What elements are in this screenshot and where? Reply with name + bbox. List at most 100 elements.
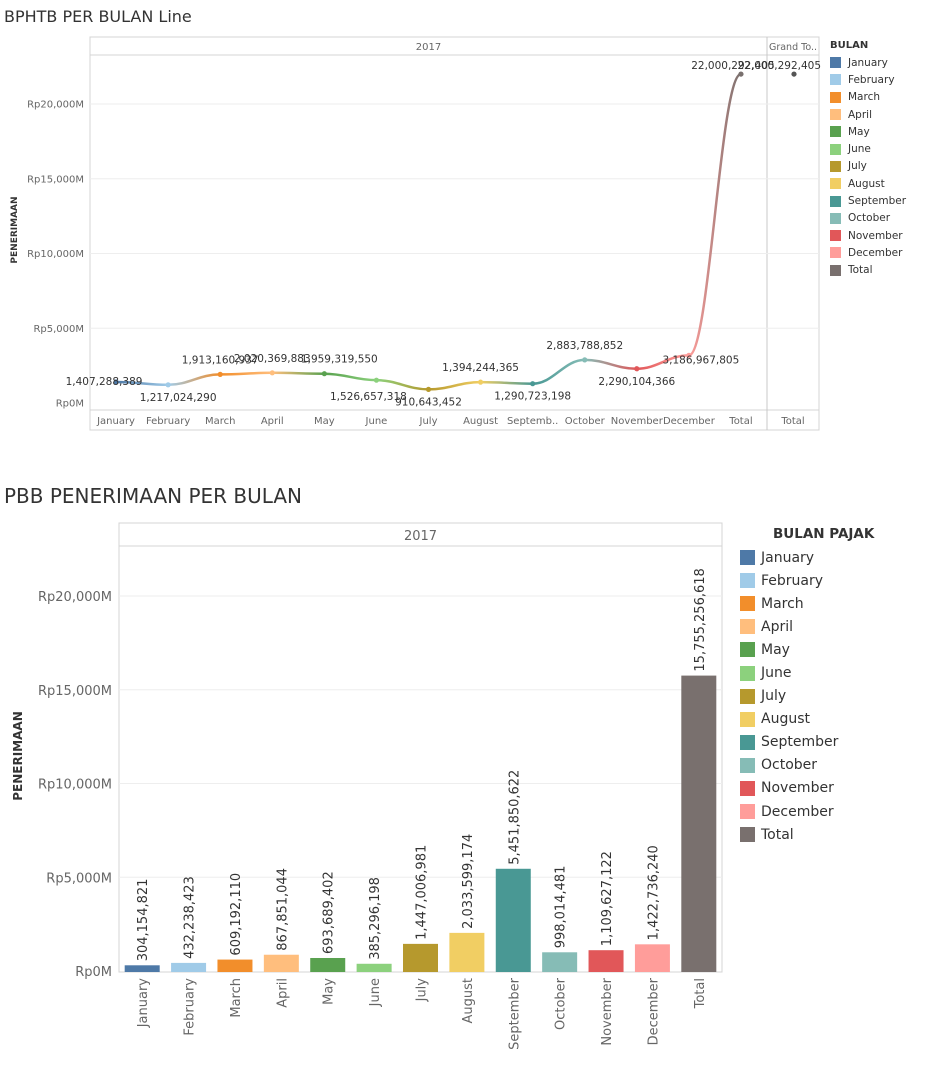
legend-item[interactable]: February [740,569,874,592]
data-point [738,71,744,77]
y-tick-label: Rp10,000M [38,778,112,793]
y-tick-label: Rp0M [56,399,84,410]
legend-swatch [830,264,841,276]
header-year: 2017 [404,529,437,544]
chart2-title: PBB PENERIMAAN PER BULAN [4,484,302,508]
legend-item[interactable]: November [830,227,906,244]
bar [310,957,346,972]
bar [542,952,578,972]
bar [495,868,531,972]
legend-item[interactable]: October [740,754,874,777]
legend-item[interactable]: September [740,731,874,754]
y-tick-label: Rp0M [75,965,112,980]
line-segment [168,373,221,387]
x-tick-label: July [419,416,438,427]
legend-swatch [740,596,755,612]
data-label: 1,109,627,122 [600,851,615,946]
legend-item[interactable]: April [830,106,906,123]
legend-title: BULAN PAJAK [773,526,875,542]
legend-swatch [830,247,841,259]
legend-swatch [740,550,755,566]
legend-swatch [740,573,755,589]
data-point [269,370,275,376]
legend-item[interactable]: March [740,592,874,615]
legend-label: December [761,803,834,820]
legend-item[interactable]: July [740,685,874,708]
legend-swatch [830,160,841,172]
legend-label: November [848,229,903,242]
data-point [373,377,380,383]
legend-item[interactable]: Total [740,823,874,846]
legend-label: February [761,572,824,589]
legend-item[interactable]: August [740,708,874,731]
data-label: 5,451,850,622 [507,770,522,865]
y-axis-label: PENERIMAAN [11,711,25,801]
line-segment [116,380,169,387]
legend-swatch [830,230,841,242]
legend-item[interactable]: May [740,638,874,661]
legend-label: July [848,160,867,173]
y-tick-label: Rp15,000M [27,174,84,185]
legend-item[interactable]: March [830,89,906,106]
line-segment [428,380,481,391]
legend-label: March [761,595,804,612]
bar [171,962,207,972]
legend-item[interactable]: September [830,192,906,209]
legend-item[interactable]: Total [830,262,906,279]
bar [263,954,299,972]
data-point [530,381,536,387]
plot-frame [89,36,820,431]
legend-swatch [830,74,841,86]
legend-swatch [740,619,755,635]
legend-item[interactable]: April [740,615,874,638]
data-point [217,371,223,377]
legend-label: September [848,195,907,208]
x-tick-label: November [611,416,664,427]
legend-swatch [830,109,841,121]
line-segment [532,358,585,385]
legend-label: Total [848,264,873,277]
legend-swatch [830,195,841,207]
data-point [165,382,171,388]
x-tick-label: Total [780,416,804,427]
bar [217,959,253,972]
legend-item[interactable]: January [740,546,874,569]
y-tick-label: Rp10,000M [27,249,84,260]
legend-item[interactable]: July [830,158,906,175]
data-label: 2,290,104,366 [598,376,675,388]
legend-item[interactable]: February [830,71,906,88]
legend-item[interactable]: January [830,54,906,71]
legend-item[interactable]: October [830,210,906,227]
grand-total-header: Grand To.. [769,42,817,53]
legend-swatch [740,757,755,773]
x-tick-label: December [646,977,661,1045]
bphtb-legend: BULAN January February March April May June Ju… [830,40,906,279]
legend-label: September [761,734,839,751]
x-tick-label: February [183,978,198,1036]
legend-swatch [830,91,841,103]
line-segment [480,380,533,385]
x-tick-label: January [136,978,151,1029]
data-point [477,379,484,385]
legend-item[interactable]: June [830,140,906,157]
legend-item[interactable]: August [830,175,906,192]
legend-item[interactable]: November [740,777,874,800]
legend-label: June [848,143,871,156]
data-label: 385,296,198 [368,877,383,960]
legend-item[interactable]: December [830,244,906,261]
y-tick-label: Rp15,000M [38,684,112,699]
legend-item[interactable]: June [740,661,874,684]
x-tick-label: August [461,978,476,1024]
line-segment [376,378,429,391]
y-tick-label: Rp20,000M [38,590,112,605]
data-label: 1,526,657,318 [330,391,407,403]
line-segment [584,358,637,371]
legend-label: December [848,246,903,259]
x-tick-label: August [463,416,498,427]
legend-label: June [761,665,792,682]
legend-label: April [848,108,872,121]
legend-item[interactable]: May [830,123,906,140]
data-point [321,371,327,377]
legend-item[interactable]: December [740,800,874,823]
